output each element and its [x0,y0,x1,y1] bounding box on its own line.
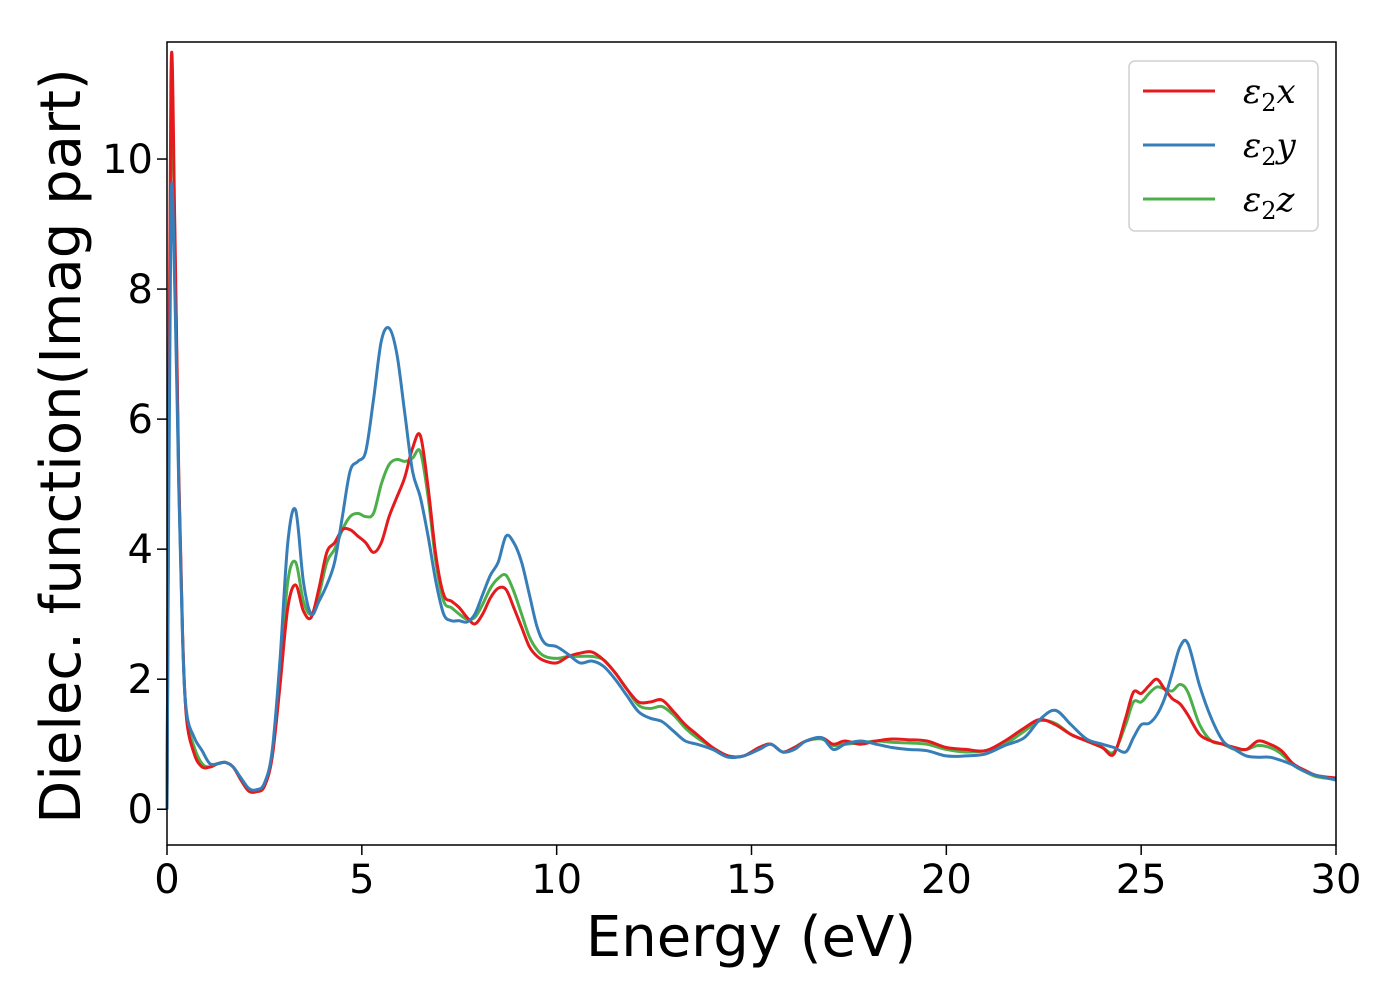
legend-label-subscript: 2 [1261,197,1276,225]
x-tick-label: 0 [154,857,179,903]
legend-label-symbol: ε [1243,180,1261,220]
legend-box [1128,60,1319,232]
series-line-y [165,181,1337,810]
legend-label-subscript: 2 [1261,89,1276,117]
legend-label: ε2z [1243,180,1296,225]
y-axis-ticks: 0 2 4 6 8 10 [102,137,167,833]
legend-label-suffix: z [1276,180,1296,220]
y-tick-label: 8 [128,267,153,313]
legend-label-suffix: y [1275,126,1297,166]
legend-item-z: ε2z [1143,180,1296,225]
series-layer [165,50,1337,810]
legend-label-symbol: ε [1243,72,1261,112]
x-tick-label: 25 [1116,857,1167,903]
legend-item-y: ε2y [1143,126,1297,171]
x-tick-label: 15 [726,857,777,903]
x-axis-ticks: 0 5 10 15 20 25 30 [154,845,1361,903]
x-axis-title: Energy (eV) [586,905,916,970]
y-tick-label: 10 [102,137,153,183]
y-tick-label: 6 [128,397,153,443]
legend-item-x: ε2x [1143,72,1296,117]
legend-label: ε2y [1243,126,1297,171]
x-tick-label: 20 [921,857,972,903]
x-tick-label: 30 [1311,857,1362,903]
legend-label-symbol: ε [1243,126,1261,166]
x-tick-label: 5 [349,857,374,903]
y-tick-label: 2 [128,657,153,703]
series-line-x [165,50,1337,810]
legend-label-suffix: x [1277,72,1296,112]
y-tick-label: 0 [128,787,153,833]
legend-label-subscript: 2 [1261,143,1276,171]
legend-label: ε2x [1243,72,1296,117]
x-tick-label: 10 [531,857,582,903]
y-tick-label: 4 [128,527,153,573]
y-axis-title: Dielec. function(Imag part) [29,68,94,824]
